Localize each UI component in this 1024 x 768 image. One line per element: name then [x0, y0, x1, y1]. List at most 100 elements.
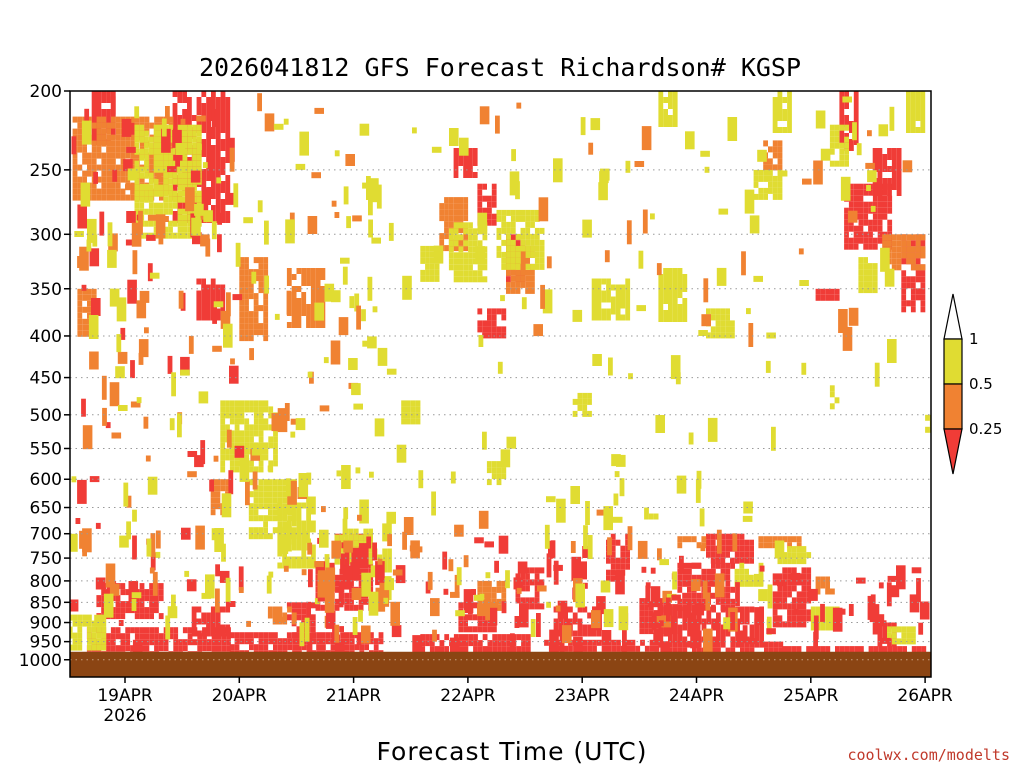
heatmap-cell-red	[201, 91, 207, 97]
heatmap-cell-orange	[772, 152, 778, 159]
heatmap-cell-red	[877, 148, 883, 154]
heatmap-cell-orange	[482, 580, 487, 587]
heatmap-cell-yellow	[272, 497, 278, 504]
heatmap-cell-red	[301, 644, 307, 651]
heatmap-cell-red	[872, 243, 878, 250]
heatmap-cell-yellow	[248, 509, 254, 516]
heatmap-cell-red	[487, 326, 492, 333]
heatmap-cell-yellow	[134, 130, 140, 137]
heatmap-cell-orange	[126, 495, 132, 508]
heatmap-cell-yellow	[906, 115, 911, 121]
heatmap-cell-yellow	[782, 115, 788, 121]
heatmap-cell-yellow	[682, 274, 688, 280]
heatmap-cell-yellow	[268, 503, 273, 510]
heatmap-cell-yellow	[431, 146, 442, 153]
heatmap-cell-orange	[516, 587, 522, 594]
heatmap-cell-yellow	[295, 418, 306, 431]
heatmap-cell-yellow	[763, 193, 768, 200]
heatmap-cell-yellow	[791, 546, 797, 553]
heatmap-cell-red	[220, 127, 226, 133]
heatmap-cell-yellow	[263, 485, 268, 492]
heatmap-cell-orange	[87, 170, 92, 177]
heatmap-cell-yellow	[659, 559, 669, 566]
heatmap-cell-yellow	[758, 568, 764, 575]
heatmap-cell-yellow	[361, 572, 371, 597]
heatmap-cell-yellow	[163, 154, 169, 161]
heatmap-cell-orange	[314, 107, 324, 114]
heatmap-cell-orange	[120, 188, 126, 195]
heatmap-cell-yellow	[700, 150, 710, 157]
heatmap-cell-red	[787, 603, 792, 610]
heatmap-cell-yellow	[590, 118, 601, 131]
heatmap-cell-yellow	[134, 184, 140, 191]
heatmap-cell-red	[291, 602, 297, 609]
heatmap-cell-orange	[463, 209, 469, 216]
heatmap-cell-yellow	[134, 136, 140, 143]
heatmap-cell-red	[201, 314, 206, 321]
heatmap-cell-yellow	[896, 638, 902, 645]
heatmap-cell-red	[212, 305, 217, 324]
colorbar-top-arrow	[943, 293, 963, 340]
heatmap-cell-yellow	[144, 220, 149, 227]
heatmap-cell-yellow	[887, 339, 897, 363]
heatmap-cell-yellow	[263, 454, 269, 461]
heatmap-cell-orange	[291, 316, 297, 322]
heatmap-cell-yellow	[638, 250, 644, 269]
heatmap-cell-yellow	[72, 620, 78, 627]
heatmap-cell-yellow	[434, 269, 440, 276]
heatmap-cell-red	[110, 633, 116, 640]
heatmap-cell-yellow	[603, 609, 614, 628]
heatmap-cell-orange	[239, 335, 245, 342]
heatmap-cell-red	[477, 614, 483, 621]
heatmap-cell-yellow	[415, 412, 421, 419]
heatmap-cell-red	[701, 574, 707, 581]
heatmap-cell-orange	[87, 294, 92, 301]
heatmap-cell-orange	[820, 576, 826, 583]
heatmap-cell-red	[592, 645, 597, 652]
heatmap-cell-yellow	[463, 252, 469, 259]
heatmap-cell-red	[225, 97, 231, 103]
heatmap-cell-yellow	[249, 442, 254, 449]
heatmap-cell-yellow	[296, 526, 302, 533]
heatmap-cell-yellow	[758, 175, 764, 182]
heatmap-cell-red	[848, 183, 854, 190]
heatmap-cell-yellow	[668, 97, 673, 103]
heatmap-cell-orange	[296, 268, 302, 274]
heatmap-cell-yellow	[187, 160, 193, 167]
heatmap-cell-orange	[106, 140, 111, 147]
heatmap-cell-orange	[510, 275, 516, 282]
heatmap-cell-red	[325, 638, 331, 645]
heatmap-cell-red	[706, 545, 711, 552]
heatmap-cell-red	[196, 109, 202, 115]
heatmap-cell-red	[206, 121, 211, 127]
heatmap-cell-red	[206, 193, 211, 199]
heatmap-cell-red	[668, 636, 673, 643]
heatmap-cell-red	[468, 148, 473, 154]
heatmap-cell-yellow	[766, 616, 772, 635]
heatmap-cell-red	[458, 640, 464, 647]
heatmap-cell-orange	[453, 203, 459, 210]
heatmap-cell-yellow	[858, 263, 864, 270]
heatmap-cell-yellow	[251, 271, 257, 284]
heatmap-cell-red	[882, 628, 888, 635]
heatmap-cell-red	[282, 644, 288, 651]
heatmap-cell-orange	[915, 234, 921, 241]
heatmap-cell-red	[163, 645, 169, 652]
heatmap-cell-yellow	[620, 296, 626, 303]
heatmap-cell-red	[754, 607, 764, 626]
heatmap-cell-red	[853, 231, 859, 238]
heatmap-cell-yellow	[258, 400, 264, 407]
heatmap-cell-red	[172, 211, 178, 217]
heatmap-cell-yellow	[182, 166, 188, 173]
heatmap-cell-yellow	[658, 280, 664, 286]
heatmap-cell-red	[182, 109, 187, 115]
heatmap-cell-red	[920, 282, 926, 289]
heatmap-cell-orange	[463, 233, 469, 240]
heatmap-cell-yellow	[787, 97, 792, 103]
heatmap-cell-red	[449, 637, 460, 656]
heatmap-cell-red	[868, 237, 873, 244]
heatmap-cell-orange	[777, 164, 783, 171]
heatmap-cell-yellow	[425, 275, 430, 282]
heatmap-cell-yellow	[501, 209, 507, 216]
heatmap-cell-yellow	[167, 606, 178, 619]
